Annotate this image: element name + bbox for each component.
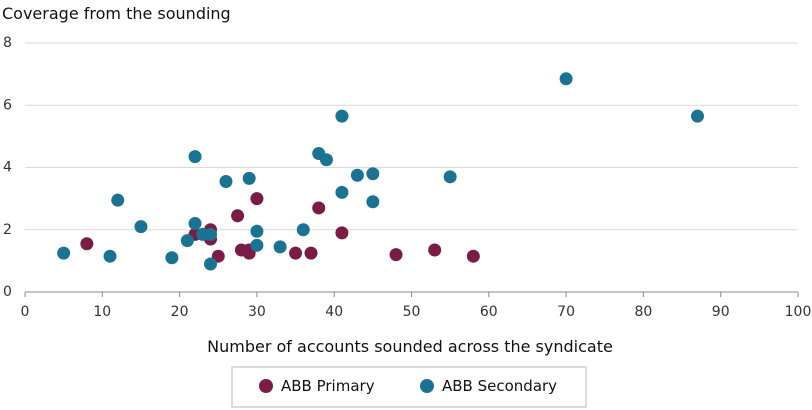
legend-label-abb-secondary: ABB Secondary: [442, 377, 557, 395]
data-point-abb-secondary: [296, 223, 310, 237]
data-point-abb-secondary: [335, 109, 349, 123]
grid-lines: [25, 42, 798, 231]
x-axis-label: Number of accounts sounded across the sy…: [207, 337, 613, 356]
x-tick-label: 50: [403, 304, 421, 320]
legend-box: [231, 366, 587, 408]
x-tick-label: 90: [712, 304, 730, 320]
data-point-abb-primary: [466, 249, 480, 263]
x-axis-ticks: 0 10 20 30 40 50 60 70 80 90 100: [21, 292, 812, 320]
data-point-abb-secondary: [319, 153, 333, 167]
data-point-abb-secondary: [559, 72, 573, 86]
y-tick-label: 8: [3, 35, 12, 51]
y-axis-label: Coverage from the sounding: [2, 4, 231, 23]
x-tick-label: 100: [785, 304, 812, 320]
data-point-abb-secondary: [250, 238, 264, 252]
y-tick-label: 6: [3, 97, 12, 113]
data-point-abb-secondary: [691, 109, 705, 123]
data-point-abb-secondary: [103, 249, 117, 263]
data-point-abb-secondary: [443, 170, 457, 184]
data-point-abb-secondary: [180, 234, 194, 248]
data-point-abb-secondary: [335, 185, 349, 199]
data-point-abb-primary: [304, 246, 318, 260]
data-point-abb-secondary: [350, 168, 364, 182]
legend-marker-abb-secondary: [420, 379, 434, 393]
x-tick-label: 20: [171, 304, 189, 320]
data-point-abb-secondary: [273, 240, 287, 254]
legend: ABB Primary ABB Secondary: [231, 366, 587, 408]
data-point-abb-primary: [428, 243, 442, 257]
x-tick-label: 60: [480, 304, 498, 320]
x-tick-label: 80: [634, 304, 652, 320]
data-points: [57, 72, 705, 271]
data-point-abb-secondary: [219, 175, 233, 189]
y-axis-ticks: 0 2 4 6 8: [3, 35, 12, 300]
y-tick-label: 4: [3, 160, 12, 176]
x-tick-label: 10: [93, 304, 111, 320]
x-tick-label: 70: [557, 304, 575, 320]
data-point-abb-primary: [389, 248, 403, 262]
data-point-abb-secondary: [188, 217, 202, 231]
x-tick-label: 40: [325, 304, 343, 320]
data-point-abb-primary: [231, 209, 245, 223]
data-point-abb-secondary: [366, 167, 380, 181]
data-point-abb-secondary: [204, 227, 218, 241]
data-point-abb-secondary: [204, 257, 218, 271]
data-point-abb-primary: [312, 201, 326, 215]
x-tick-label: 30: [248, 304, 266, 320]
x-tick-label: 0: [21, 304, 30, 320]
data-point-abb-secondary: [366, 195, 380, 209]
data-point-abb-secondary: [188, 150, 202, 164]
data-point-abb-primary: [250, 192, 264, 206]
y-tick-label: 2: [3, 222, 12, 238]
data-point-abb-secondary: [134, 220, 148, 234]
data-point-abb-primary: [80, 237, 94, 251]
legend-marker-abb-primary: [259, 379, 273, 393]
y-tick-label: 0: [3, 284, 12, 300]
data-point-abb-secondary: [250, 224, 264, 238]
legend-label-abb-primary: ABB Primary: [281, 377, 375, 395]
data-point-abb-secondary: [242, 171, 256, 185]
data-point-abb-secondary: [165, 251, 179, 265]
data-point-abb-primary: [335, 226, 349, 240]
data-point-abb-secondary: [57, 246, 71, 260]
data-point-abb-primary: [289, 246, 303, 260]
data-point-abb-secondary: [111, 193, 125, 207]
